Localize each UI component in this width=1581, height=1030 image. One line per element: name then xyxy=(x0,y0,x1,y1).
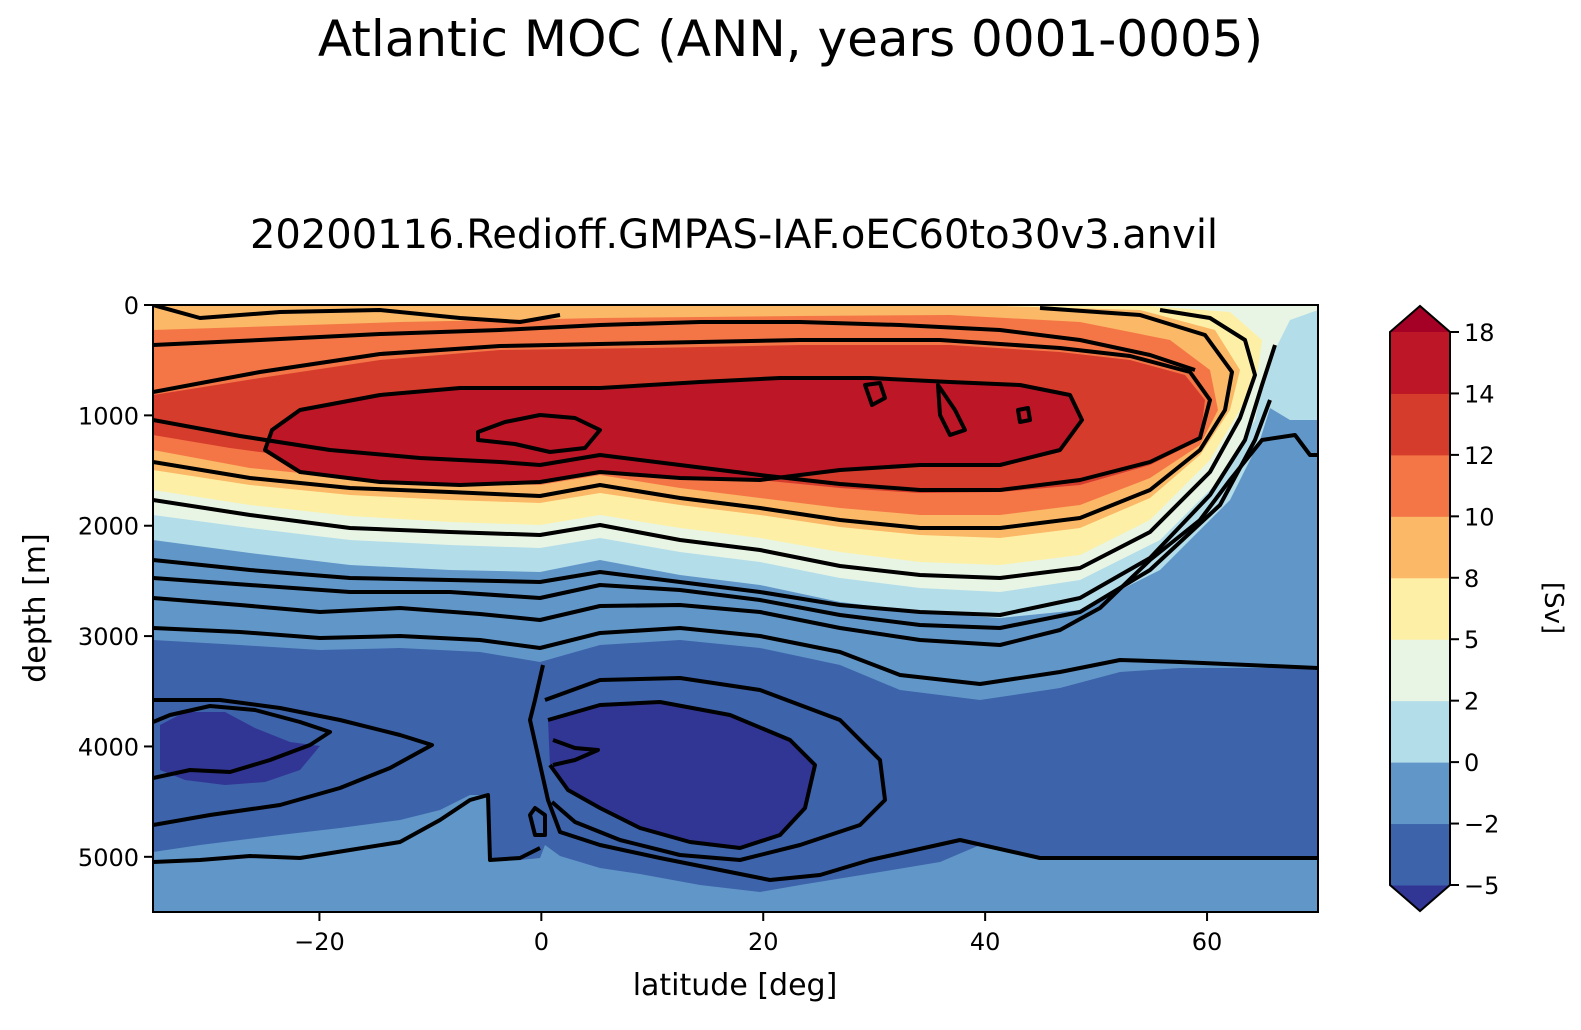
contour-line xyxy=(153,305,561,324)
contour-line xyxy=(528,664,1318,882)
x-axis: −20 0 20 40 60 xyxy=(294,912,1222,956)
contour-line xyxy=(153,306,1234,530)
contour-line xyxy=(263,376,1084,487)
contour-line xyxy=(552,738,600,767)
contour-plot-area xyxy=(153,305,1318,912)
y-tick-label: 2000 xyxy=(78,513,139,541)
colorbar-swatch xyxy=(1390,700,1450,763)
contour-line xyxy=(153,704,332,780)
colorbar-tick-label: −5 xyxy=(1464,872,1499,900)
figure-title: Atlantic MOC (ANN, years 0001-0005) xyxy=(317,10,1264,68)
y-tick-label: 4000 xyxy=(78,733,139,761)
y-tick-label: 0 xyxy=(124,292,139,320)
contour-line xyxy=(153,433,1318,647)
field-abyssal-north-min xyxy=(548,702,815,848)
contour-line xyxy=(153,344,1277,617)
y-tick-label: 5000 xyxy=(78,844,139,872)
colorbar-swatch xyxy=(1390,516,1450,579)
x-tick-label: 60 xyxy=(1192,928,1223,956)
colorbar-swatch xyxy=(1390,454,1450,517)
contour-line xyxy=(153,698,434,827)
colorbar-swatch xyxy=(1390,332,1450,394)
y-tick-label: 1000 xyxy=(78,402,139,430)
field-band-14-18 xyxy=(265,378,1082,485)
field-abyssal-south-min xyxy=(160,712,320,785)
colorbar-under-triangle xyxy=(1390,885,1450,911)
colorbar-over-triangle xyxy=(1390,306,1450,332)
colorbar-tick-label: 0 xyxy=(1464,749,1479,777)
x-axis-label: latitude [deg] xyxy=(633,968,838,1003)
contour-line xyxy=(153,399,1272,630)
colorbar-tick-label: 12 xyxy=(1464,442,1495,470)
x-tick-label: 20 xyxy=(748,928,779,956)
colorbar-tick-label: −2 xyxy=(1464,811,1499,839)
contour-line xyxy=(153,308,1257,580)
colorbar-swatch xyxy=(1390,639,1450,702)
contour-line xyxy=(476,413,602,454)
contour-line xyxy=(936,383,967,437)
y-axis-label: depth [m] xyxy=(18,533,53,683)
contour-line xyxy=(544,676,887,862)
x-tick-label: 40 xyxy=(970,928,1001,956)
colorbar-label: [Sv] xyxy=(1538,582,1568,634)
colorbar-swatch xyxy=(1390,393,1450,456)
contour-line xyxy=(863,381,887,407)
axes-frame xyxy=(152,304,1319,913)
contour-lines xyxy=(153,305,1318,882)
contour-line xyxy=(153,626,1318,686)
plot-subtitle: 20200116.Redioff.GMPAS-IAF.oEC60to30v3.a… xyxy=(249,212,1219,258)
y-tick-label: 3000 xyxy=(78,623,139,651)
colorbar-swatch xyxy=(1390,577,1450,640)
colorbar: −5 −2 0 2 5 8 10 12 14 18 xyxy=(1389,304,1499,913)
x-tick-label: 0 xyxy=(534,928,549,956)
colorbar-tick-label: 14 xyxy=(1464,380,1495,408)
contour-line xyxy=(153,320,1196,372)
colorbar-tick-label: 18 xyxy=(1464,319,1495,347)
contour-line xyxy=(547,700,817,850)
contour-line xyxy=(153,338,1212,492)
contour-line xyxy=(153,793,541,864)
colorbar-tick-label: 2 xyxy=(1464,688,1479,716)
colorbar-swatch xyxy=(1390,762,1450,825)
x-tick-label: −20 xyxy=(294,928,345,956)
colorbar-tick-label: 8 xyxy=(1464,565,1479,593)
colorbar-tick-label: 5 xyxy=(1464,626,1479,654)
contour-line xyxy=(528,806,547,837)
y-axis: 0 1000 2000 3000 4000 5000 xyxy=(78,292,153,872)
colorbar-swatch xyxy=(1390,823,1450,886)
contour-line xyxy=(1016,406,1032,424)
colorbar-tick-label: 10 xyxy=(1464,503,1495,531)
